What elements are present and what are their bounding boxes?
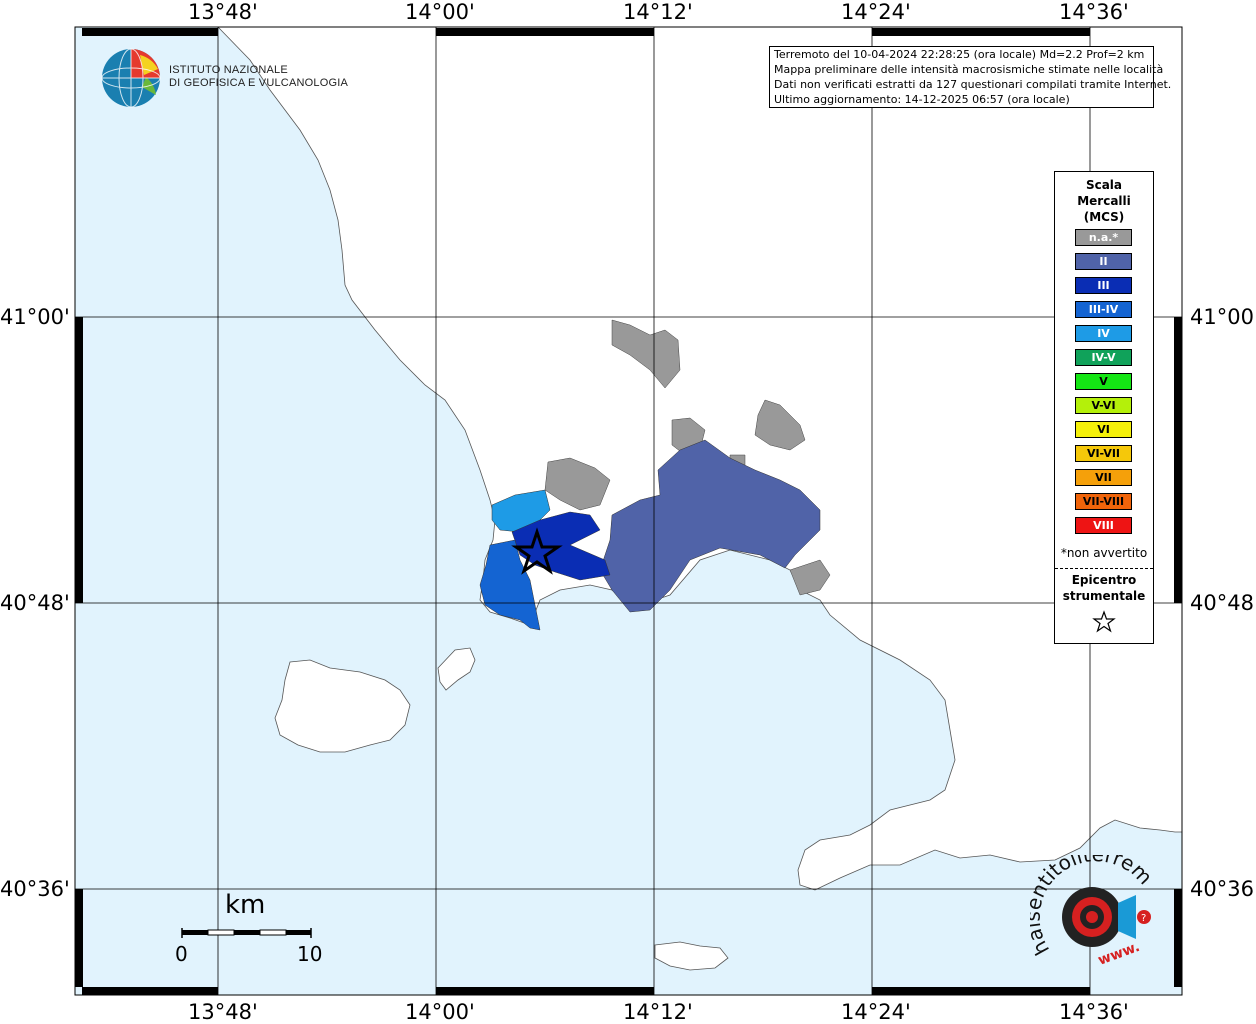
info-line-1: Terremoto del 10-04-2024 22:28:25 (ora l… bbox=[774, 48, 1145, 61]
legend-item: VIII bbox=[1075, 517, 1132, 534]
lat-tick-label: 40°36' bbox=[0, 877, 70, 901]
lon-tick-label: 14°24' bbox=[841, 1000, 911, 1024]
lon-tick-label: 14°36' bbox=[1059, 1000, 1129, 1024]
area-not-felt-southeast bbox=[789, 559, 831, 596]
legend-item: III bbox=[1075, 277, 1132, 294]
event-info-box: Terremoto del 10-04-2024 22:28:25 (ora l… bbox=[769, 46, 1172, 108]
lat-tick-label: 41°00' bbox=[0, 305, 70, 329]
logo-line-1: ISTITUTO NAZIONALE bbox=[169, 64, 288, 76]
legend-item: V-VI bbox=[1075, 397, 1132, 414]
area-ii-naples bbox=[599, 439, 821, 613]
graticule bbox=[75, 27, 1182, 995]
legend-item: III-IV bbox=[1075, 301, 1132, 318]
capri-island bbox=[654, 941, 729, 971]
legend-epicenter-label: Epicentro strumentale bbox=[1055, 572, 1153, 604]
ingv-logo-text: ISTITUTO NAZIONALE DI GEOFISICA E VULCAN… bbox=[169, 64, 348, 90]
epicenter-star-icon[interactable] bbox=[511, 527, 563, 575]
lat-tick-label: 40°48' bbox=[1190, 591, 1256, 615]
lat-tick-label: 40°36' bbox=[1190, 877, 1256, 901]
lon-tick-label: 14°36' bbox=[1059, 0, 1129, 24]
legend-item: V bbox=[1075, 373, 1132, 390]
scale-bar: km 0 10 bbox=[175, 890, 322, 970]
area-not-felt-north bbox=[611, 319, 681, 389]
logo-line-2: DI GEOFISICA E VULCANOLOGIA bbox=[169, 77, 348, 89]
haisentito-logo-icon[interactable]: ? haisentitoilterremoto.it www. bbox=[1030, 855, 1160, 975]
ischia-island bbox=[274, 659, 411, 753]
legend-item: IV-V bbox=[1075, 349, 1132, 366]
lat-tick-label: 41°00' bbox=[1190, 305, 1256, 329]
scale-start: 0 bbox=[175, 942, 188, 966]
legend-epi-line: strumentale bbox=[1062, 589, 1146, 603]
scale-bar-graphic bbox=[181, 928, 312, 938]
legend-item: VI-VII bbox=[1075, 445, 1132, 462]
lon-tick-label: 14°24' bbox=[841, 0, 911, 24]
legend-divider bbox=[1055, 568, 1153, 569]
scale-end: 10 bbox=[297, 942, 323, 966]
legend-title-line: Scala bbox=[1085, 178, 1123, 192]
legend-title-line: Mercalli bbox=[1077, 194, 1131, 208]
legend-item: VII bbox=[1075, 469, 1132, 486]
frame-border bbox=[75, 28, 1182, 995]
lon-tick-label: 13°48' bbox=[188, 1000, 258, 1024]
legend-note: *non avvertito bbox=[1060, 546, 1148, 560]
legend-title: Scala Mercalli (MCS) bbox=[1055, 177, 1153, 225]
legend-item: IV bbox=[1075, 325, 1132, 342]
legend-item: n.a.* bbox=[1075, 229, 1132, 246]
legend-item: VII-VIII bbox=[1075, 493, 1132, 510]
lon-tick-label: 14°12' bbox=[623, 0, 693, 24]
ingv-globe-icon bbox=[101, 48, 161, 108]
legend-item: II bbox=[1075, 253, 1132, 270]
lon-tick-label: 14°12' bbox=[623, 1000, 693, 1024]
procida-island bbox=[437, 647, 476, 691]
info-line-3: Dati non verificati estratti da 127 ques… bbox=[774, 78, 1172, 91]
info-line-4: Ultimo aggiornamento: 14-12-2025 06:57 (… bbox=[774, 93, 1070, 106]
lon-tick-label: 13°48' bbox=[188, 0, 258, 24]
area-not-felt-central bbox=[544, 457, 611, 511]
intensity-legend: Scala Mercalli (MCS) n.a.* II III III-IV IV I… bbox=[1054, 171, 1154, 644]
area-not-felt-east bbox=[754, 399, 806, 451]
legend-title-line: (MCS) bbox=[1083, 210, 1125, 224]
star-icon bbox=[1092, 610, 1116, 633]
lat-tick-label: 40°48' bbox=[0, 591, 70, 615]
legend-item: VI bbox=[1075, 421, 1132, 438]
scale-unit: km bbox=[225, 890, 266, 920]
lon-tick-label: 14°00' bbox=[405, 1000, 475, 1024]
lon-tick-label: 14°00' bbox=[405, 0, 475, 24]
info-line-2: Mappa preliminare delle intensità macros… bbox=[774, 63, 1164, 76]
legend-epi-line: Epicentro bbox=[1071, 573, 1137, 587]
svg-text:?: ? bbox=[1141, 913, 1146, 924]
area-iii-iv bbox=[479, 539, 541, 631]
